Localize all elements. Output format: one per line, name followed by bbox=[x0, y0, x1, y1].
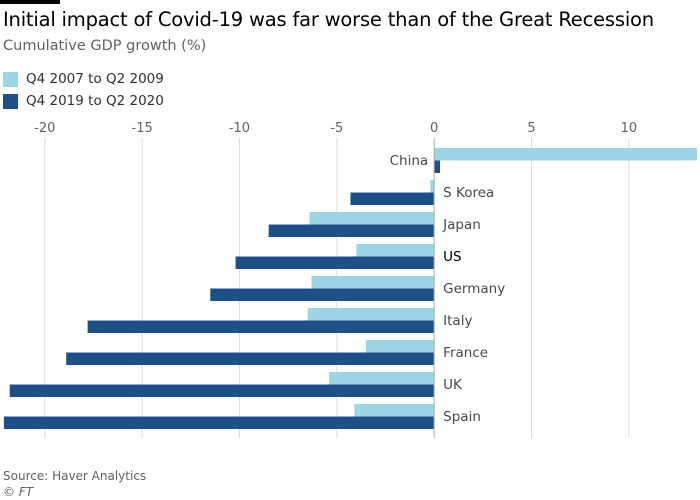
category-label: France bbox=[443, 345, 488, 361]
category-label: Germany bbox=[443, 281, 505, 297]
legend-label-2009: Q4 2007 to Q2 2009 bbox=[26, 71, 164, 87]
category-label: China bbox=[390, 153, 429, 169]
category-label: UK bbox=[443, 377, 463, 393]
bar bbox=[354, 404, 435, 417]
legend-label-2020: Q4 2019 to Q2 2020 bbox=[26, 93, 164, 109]
bar bbox=[3, 416, 435, 429]
bar bbox=[434, 148, 697, 161]
bar bbox=[210, 288, 435, 301]
bar bbox=[9, 384, 435, 397]
bar bbox=[366, 340, 435, 353]
x-tick-label: 5 bbox=[527, 121, 535, 136]
bar bbox=[311, 276, 435, 289]
legend-item-2009: Q4 2007 to Q2 2009 bbox=[3, 68, 164, 90]
category-label: Spain bbox=[443, 409, 481, 425]
x-tick-label: -10 bbox=[229, 121, 250, 136]
category-label: Japan bbox=[442, 217, 481, 233]
bar bbox=[434, 160, 441, 173]
bar bbox=[66, 352, 435, 365]
x-tick-label: -15 bbox=[132, 121, 153, 136]
bar-chart: -20 -15 -10 -5 0 5 10 China S Korea Japan US German… bbox=[3, 121, 697, 438]
legend-item-2020: Q4 2019 to Q2 2020 bbox=[3, 90, 164, 112]
x-tick-label: -5 bbox=[330, 121, 343, 136]
legend: Q4 2007 to Q2 2009 Q4 2019 to Q2 2020 bbox=[3, 68, 164, 112]
ft-credit: © FT bbox=[3, 485, 34, 499]
category-label: US bbox=[443, 249, 461, 265]
x-tick-label: -20 bbox=[34, 121, 55, 136]
x-tick-label: 10 bbox=[621, 121, 638, 136]
bar bbox=[307, 308, 435, 321]
bar bbox=[309, 212, 435, 225]
bar bbox=[356, 244, 435, 257]
chart-subtitle: Cumulative GDP growth (%) bbox=[3, 38, 207, 54]
chart-title: Initial impact of Covid-19 was far worse… bbox=[3, 8, 654, 31]
bar bbox=[350, 192, 435, 205]
bar bbox=[268, 224, 435, 237]
bar bbox=[430, 180, 435, 193]
x-tick-label: 0 bbox=[430, 121, 438, 136]
category-label: Italy bbox=[443, 313, 472, 329]
legend-swatch-2020 bbox=[3, 93, 18, 109]
bar bbox=[87, 320, 435, 333]
legend-swatch-2009 bbox=[3, 71, 18, 87]
bar bbox=[329, 372, 435, 385]
category-label: S Korea bbox=[443, 185, 494, 201]
source-note: Source: Haver Analytics bbox=[3, 469, 147, 483]
bar bbox=[235, 256, 435, 269]
brand-bar bbox=[0, 0, 60, 4]
